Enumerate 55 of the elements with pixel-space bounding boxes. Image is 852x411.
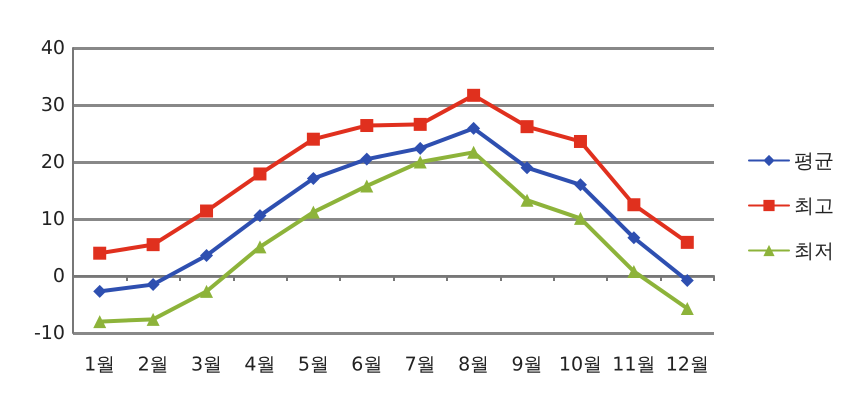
point <box>93 284 106 298</box>
x-tick-label: 9월 <box>511 354 543 376</box>
x-tick-label: 1월 <box>84 354 116 376</box>
point <box>253 209 266 222</box>
legend-label: 최고 <box>794 194 834 218</box>
x-tick-label: 2월 <box>138 354 169 376</box>
point <box>467 122 480 135</box>
point <box>253 167 266 180</box>
point <box>306 172 320 186</box>
y-tick-label: 40 <box>40 37 65 59</box>
legend-label: 최저 <box>794 238 834 262</box>
point <box>520 194 534 207</box>
point <box>574 178 587 192</box>
point <box>467 88 480 102</box>
point <box>360 179 374 192</box>
x-tick-label: 6월 <box>351 354 382 376</box>
point <box>360 119 374 132</box>
point <box>360 152 374 166</box>
point <box>574 134 587 148</box>
point <box>93 315 106 328</box>
point <box>414 142 427 155</box>
x-tick-label: 11월 <box>612 354 656 376</box>
point <box>680 236 694 249</box>
x-tick-label: 10월 <box>558 354 602 376</box>
point <box>146 238 160 252</box>
point <box>200 284 214 298</box>
y-tick-label: 10 <box>40 208 65 230</box>
point <box>520 161 534 174</box>
x-tick-label: 12월 <box>666 354 709 376</box>
point <box>146 278 160 292</box>
y-tick-label: 30 <box>40 94 65 116</box>
point <box>200 204 214 218</box>
point <box>520 120 534 134</box>
point <box>414 118 427 131</box>
point <box>93 246 106 260</box>
point <box>200 248 214 262</box>
legend-label: 평균 <box>794 148 834 172</box>
point <box>680 302 694 315</box>
point <box>306 206 320 219</box>
y-tick-label: -10 <box>34 322 65 344</box>
x-tick-label: 7월 <box>404 354 436 376</box>
x-tick-label: 3월 <box>190 354 222 376</box>
x-tick-label: 8월 <box>458 354 490 376</box>
point <box>306 132 320 146</box>
point <box>627 264 640 278</box>
point <box>414 156 427 168</box>
x-tick-label: 5월 <box>298 354 329 376</box>
y-tick-label: 0 <box>52 265 65 287</box>
point <box>146 312 160 326</box>
y-tick-label: 20 <box>40 151 65 173</box>
point <box>253 240 266 254</box>
x-tick-label: 4월 <box>244 354 276 376</box>
point <box>627 231 640 244</box>
point <box>680 274 694 288</box>
point <box>627 198 640 212</box>
